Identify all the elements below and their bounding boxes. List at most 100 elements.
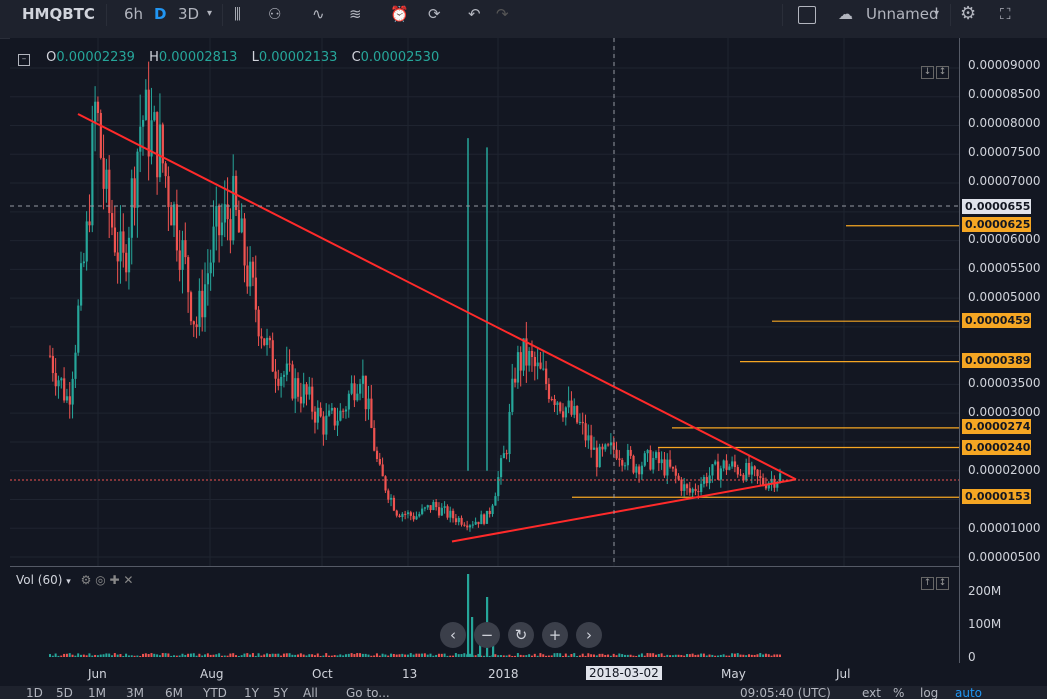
range-1d[interactable]: 1D [26,686,43,699]
volume-bar [136,655,139,657]
candle-body [654,452,658,458]
range-6m[interactable]: 6M [165,686,183,699]
candle-body [136,151,139,208]
settings-icon[interactable]: ⚙ [960,3,977,24]
range-5y[interactable]: 5Y [273,686,288,699]
volume-bar [629,654,632,657]
interval-3d[interactable]: 3D [178,5,200,23]
volume-maximize-icon[interactable]: ✚ [109,573,120,587]
fullscreen-box-icon[interactable] [798,6,816,24]
pane-move-down-icon[interactable]: ↓ [921,66,934,79]
goto-button[interactable]: Go to... [346,686,390,699]
candle-body [65,396,69,401]
scroll-left-icon[interactable]: ‹ [440,622,466,648]
candle-body [212,226,215,263]
replay-icon[interactable]: ⟳ [428,5,441,23]
volume-close-icon[interactable]: ✕ [123,573,134,587]
volume-bar [308,654,311,657]
layout-name[interactable]: Unnamed [866,5,939,23]
range-3m[interactable]: 3M [126,686,144,699]
volume-bar [592,654,595,657]
cloud-icon[interactable]: ☁ [838,5,853,23]
pane-move-up-icon[interactable]: ↕ [936,66,949,79]
utc-clock[interactable]: 09:05:40 (UTC) [740,686,831,699]
candle-body [615,449,618,459]
volume-bar [725,655,728,657]
candle-body [254,277,257,310]
volume-bar [454,653,457,657]
indicators-icon[interactable]: ∿ [312,5,325,23]
expand-icon[interactable]: ⛶ [1000,5,1011,23]
scroll-right-icon[interactable]: › [576,622,602,648]
interval-6h[interactable]: 6h [124,5,144,23]
volume-bar [60,655,63,657]
volume-bar [218,653,221,657]
candle-body [274,371,277,379]
interval-d[interactable]: D [154,5,167,23]
volume-bar [680,655,683,657]
range-ytd[interactable]: YTD [203,686,227,699]
candle-body [305,384,308,395]
candle-body [516,352,520,383]
interval-dropdown-icon[interactable]: ▾ [207,8,213,19]
mode-log[interactable]: log [920,686,939,699]
candle-body [480,514,483,525]
candle-body [401,513,404,517]
legend-l-value: 0.00002133 [258,50,338,65]
range-1m[interactable]: 1M [88,686,106,699]
candle-body [646,450,649,454]
volume-bar [576,655,579,657]
time-axis[interactable]: Jun Aug Oct 13 2018 2018-03-02 May Jul [10,663,959,685]
vol-pane-expand-icon[interactable]: ↕ [936,577,949,590]
candle-body [626,449,629,466]
volume-bar [412,654,415,657]
candle-body [488,510,491,515]
zoom-out-icon[interactable]: − [474,622,500,648]
symbol-search[interactable]: HMQBTC [22,5,95,23]
price-axis[interactable]: 0.00009000 0.00008500 0.00008000 0.00007… [959,38,1047,664]
zoom-in-icon[interactable]: + [542,622,568,648]
legend-collapse-icon[interactable]: – [18,54,30,66]
candle-body [739,474,742,476]
candle-body [700,483,703,493]
volume-bar [212,654,215,657]
candle-body [440,507,443,516]
vol-pane-up-icon[interactable]: ↑ [921,577,934,590]
candle-body [683,484,686,491]
templates-icon[interactable]: ≋ [349,5,362,23]
reset-icon[interactable]: ↻ [508,622,534,648]
redo-icon[interactable]: ↷ [496,5,509,23]
alert-icon[interactable]: ⏰ [390,5,409,23]
volume-dropdown-icon[interactable]: ▾ [66,577,71,587]
range-all[interactable]: All [303,686,318,699]
mode-percent[interactable]: % [893,686,905,699]
volume-bar [564,653,567,657]
compare-icon[interactable]: ⚇ [268,5,282,23]
price-label: 0.00002000 [968,463,1041,477]
volume-bar [322,655,325,657]
range-1y[interactable]: 1Y [244,686,259,699]
volume-settings-icon[interactable]: ⚙ [80,573,92,587]
candle-body [677,475,680,480]
volume-hide-icon[interactable]: ◎ [95,573,106,587]
candles-icon[interactable]: ⫼ [234,5,241,23]
volume-bar [280,655,283,657]
undo-icon[interactable]: ↶ [468,5,481,23]
range-5d[interactable]: 5D [56,686,73,699]
mode-auto[interactable]: auto [955,686,983,699]
volume-bar [714,655,717,657]
price-chart[interactable] [10,38,959,566]
volume-bar [429,653,432,657]
candle-body [581,421,584,424]
volume-bar [770,655,773,657]
volume-bar [274,653,277,657]
volume-bar [375,653,378,657]
layout-dropdown-icon[interactable]: ▾ [934,8,940,19]
volume-bar [640,653,643,657]
candle-body [437,507,441,516]
volume-bar [694,654,697,657]
volume-bar [125,653,128,657]
candle-body [657,452,661,464]
candle-body [220,222,224,236]
mode-ext[interactable]: ext [862,686,881,699]
